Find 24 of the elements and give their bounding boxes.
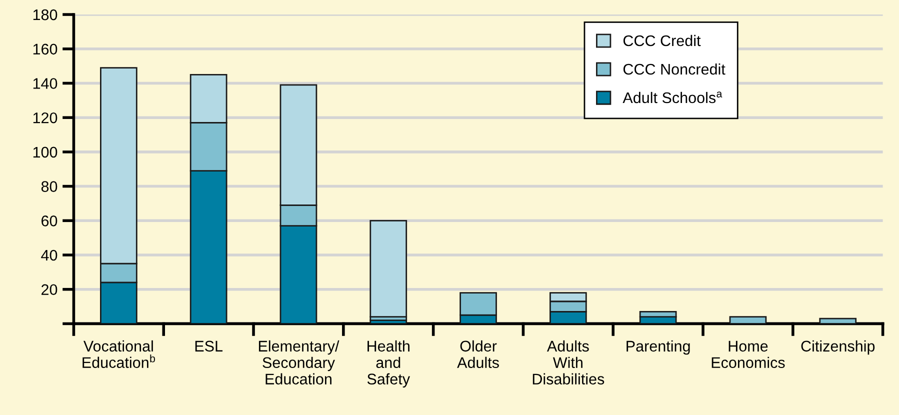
x-tick-label: Older Adults — [457, 340, 499, 368]
x-tick-label: Health and Safety — [367, 340, 410, 388]
y-tick-label: 20 — [42, 284, 58, 296]
legend-label: CCC Credit — [623, 34, 701, 46]
bar — [729, 316, 767, 324]
y-tick-label: 120 — [33, 112, 58, 124]
x-tick-label: Citizenship — [801, 340, 875, 355]
y-tick-label: 160 — [33, 44, 58, 55]
y-tick-label: 60 — [42, 216, 58, 226]
bar — [370, 220, 408, 318]
x-tick-label: ESL — [195, 340, 222, 352]
y-tick-label: 140 — [33, 78, 58, 89]
x-tick-label: Vocational Education$^{b}$ — [82, 340, 155, 368]
x-tick-label: Elementary/ Secondary Education — [258, 340, 340, 384]
y-tick-label: 180 — [33, 9, 58, 20]
y-tick-label: 40 — [41, 250, 58, 261]
legend-label: Adult Schools$^{a}$ — [622, 92, 722, 104]
x-tick-label: Home Economics — [712, 340, 785, 368]
x-tick-label: Parenting — [626, 340, 690, 355]
y-tick-label: 80 — [41, 181, 58, 192]
legend-label: CCC Noncredit — [623, 63, 726, 75]
bar — [819, 318, 857, 324]
y-tick-label: 100 — [33, 146, 58, 158]
x-tick-label: Adults With Disabilities — [532, 340, 604, 384]
